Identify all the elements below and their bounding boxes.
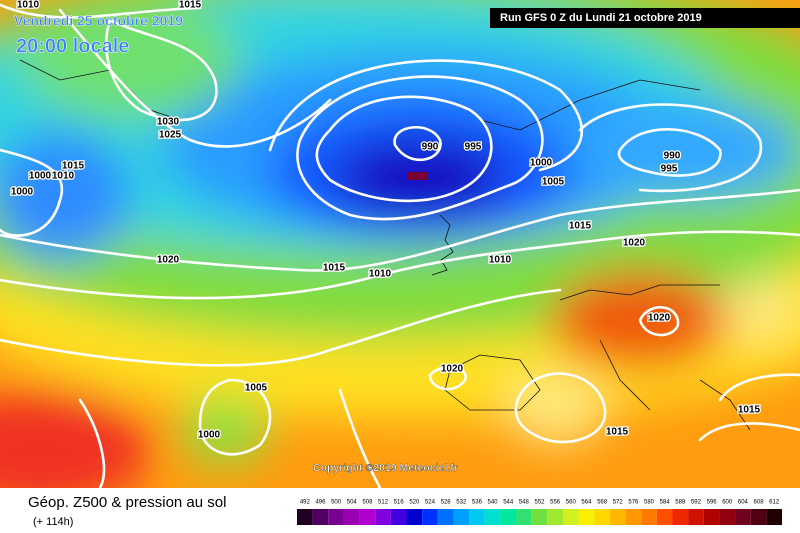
run-box <box>490 8 800 28</box>
scale-label: 588 <box>675 500 686 506</box>
valid-date: Vendredi 25 octobre 2019 <box>14 13 183 29</box>
scale-box <box>547 509 563 525</box>
scale-box <box>656 509 673 525</box>
isobar-label: 1015 <box>606 427 629 438</box>
isobar-label: 1010 <box>52 171 75 182</box>
scale-label: 568 <box>597 500 608 506</box>
scale-label: 608 <box>754 500 765 506</box>
scale-label: 596 <box>707 500 718 506</box>
isobar-label: 1000 <box>11 187 34 198</box>
scale-label: 604 <box>738 500 749 506</box>
isobar-label: 1010 <box>489 255 512 266</box>
scale-box <box>625 509 642 525</box>
scale-label: 540 <box>488 500 499 506</box>
isobar-label: 990 <box>664 151 681 162</box>
isobar-label: 995 <box>465 142 482 153</box>
scale-label: 556 <box>550 500 561 506</box>
scale-box <box>735 509 751 525</box>
scale-box <box>422 509 438 525</box>
scale-box <box>390 509 407 525</box>
scale-box <box>406 509 423 525</box>
isobar-label: 990 <box>422 142 439 153</box>
isobar-label: 1015 <box>179 0 202 11</box>
scale-label: 580 <box>644 500 655 506</box>
scale-box <box>359 509 376 525</box>
isobar-label: 1000 <box>29 171 52 182</box>
isobar-label: 1020 <box>441 364 464 375</box>
isobar-label: 1015 <box>569 221 592 232</box>
scale-label: 516 <box>394 500 405 506</box>
scale-label: 500 <box>331 500 342 506</box>
scale-label: 504 <box>347 500 358 506</box>
isobar-label: 1020 <box>648 313 671 324</box>
isobar-label: 1030 <box>157 117 180 128</box>
scale-box <box>562 509 579 525</box>
scale-label: 496 <box>315 500 326 506</box>
scale-box <box>312 509 329 525</box>
legend-title: Géop. Z500 & pression au sol <box>28 494 226 511</box>
scale-label: 536 <box>472 500 483 506</box>
scale-box <box>328 509 344 525</box>
scale-label: 564 <box>581 500 592 506</box>
scale-label: 548 <box>519 500 530 506</box>
isobar-label: 1025 <box>159 130 182 141</box>
scale-box <box>375 509 391 525</box>
isobar-label: 1015 <box>738 405 761 416</box>
scale-label: 584 <box>660 500 671 506</box>
scale-box <box>578 509 595 525</box>
scale-label: 524 <box>425 500 436 506</box>
scale-box <box>750 509 767 525</box>
scale-label: 512 <box>378 500 389 506</box>
isobar-label: 1015 <box>62 161 85 172</box>
scale-label: 600 <box>722 500 733 506</box>
scale-box <box>453 509 470 525</box>
scale-box <box>500 509 517 525</box>
isobar-label: 1020 <box>623 238 646 249</box>
isobar-label: 995 <box>661 164 678 175</box>
lead-time: (+ 114h) <box>33 516 73 528</box>
scale-label: 592 <box>691 500 702 506</box>
local-time: 20:00 locale <box>16 35 129 57</box>
scale-box <box>531 509 548 525</box>
scale-box <box>469 509 485 525</box>
scale-label: 532 <box>456 500 467 506</box>
scale-box <box>297 509 313 525</box>
scale-box <box>766 509 782 525</box>
isobar-label: 1000 <box>530 158 553 169</box>
isobar-label: 1005 <box>245 383 268 394</box>
scale-label: 528 <box>441 500 452 506</box>
scale-box <box>484 509 501 525</box>
scale-label: 612 <box>769 500 780 506</box>
copyright: Copyright ©2019 Meteociel.fr <box>313 462 458 474</box>
scale-box <box>343 509 360 525</box>
isobar-label: 1015 <box>323 263 346 274</box>
scale-box <box>516 509 532 525</box>
scale-box <box>641 509 657 525</box>
scale-label: 508 <box>362 500 373 506</box>
scale-label: 572 <box>613 500 624 506</box>
scale-box <box>594 509 610 525</box>
scale-label: 492 <box>300 500 311 506</box>
field <box>0 0 800 488</box>
scale-box <box>672 509 689 525</box>
scale-box <box>688 509 704 525</box>
run-info: Run GFS 0 Z du Lundi 21 octobre 2019 <box>500 12 702 24</box>
isobar-label: 1005 <box>542 177 565 188</box>
scale-label: 560 <box>566 500 577 506</box>
isobar-label: 1010 <box>17 0 40 11</box>
scale-box <box>703 509 720 525</box>
scale-label: 544 <box>503 500 514 506</box>
scale-label: 520 <box>409 500 420 506</box>
isobar-label: 1020 <box>157 255 180 266</box>
scale-box <box>719 509 736 525</box>
scale-box <box>437 509 454 525</box>
isobar-label: 1010 <box>369 269 392 280</box>
scale-box <box>609 509 626 525</box>
scale-label: 576 <box>628 500 639 506</box>
scale-label: 552 <box>534 500 545 506</box>
isobar-label: 1000 <box>198 430 221 441</box>
